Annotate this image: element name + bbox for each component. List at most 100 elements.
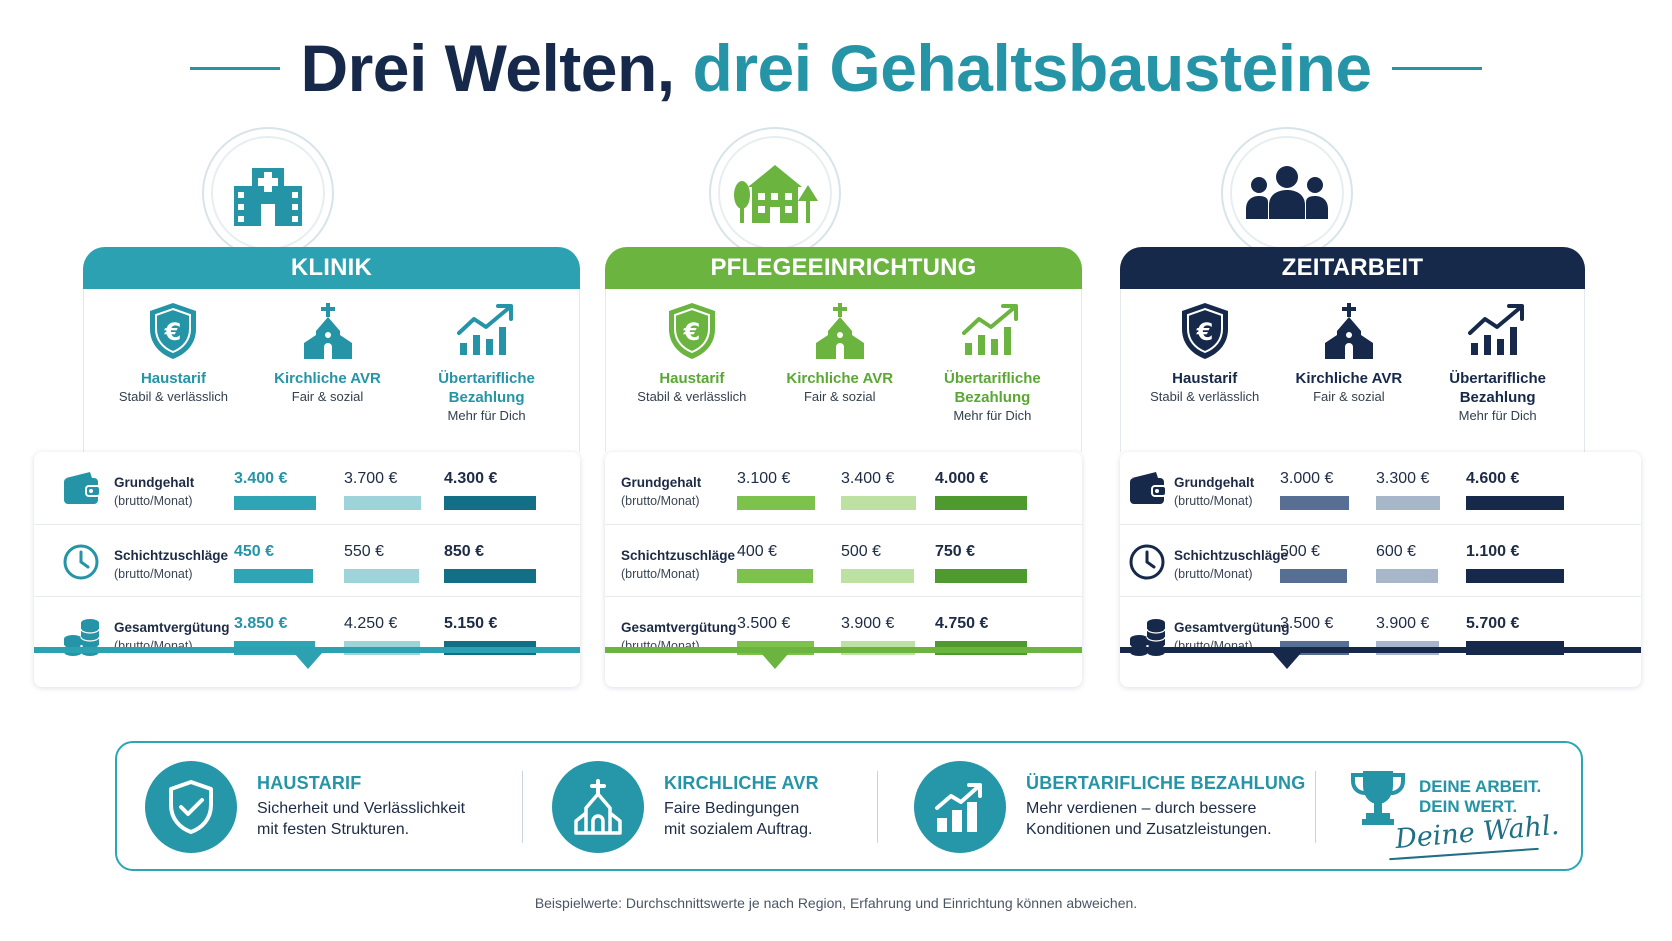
euro-shield-icon: € <box>1125 301 1285 369</box>
row-label-name: Grundgehalt <box>114 475 195 490</box>
value-cell: 4.300 € <box>444 470 498 487</box>
row-label: Grundgehalt (brutto/Monat) <box>1174 474 1254 510</box>
info-box: HAUSTARIF Sicherheit und Verlässlichkeit… <box>115 741 1583 871</box>
church-icon <box>760 301 920 369</box>
row-label-sub: (brutto/Monat) <box>621 567 700 581</box>
value-cell: 3.400 € <box>234 470 288 487</box>
growth-chart-icon <box>1418 301 1578 369</box>
row-label-name: Schichtzuschläge <box>1174 548 1289 563</box>
category-name: Kirchliche AVR <box>1295 370 1403 387</box>
coins-icon <box>1128 615 1168 662</box>
row-label-name: Gesamtvergütung <box>114 620 230 635</box>
value-bar <box>344 569 419 583</box>
table-row: Grundgehalt (brutto/Monat) 3.100 € 3.400 € 4… <box>605 452 1082 524</box>
panel-pointer <box>761 653 789 669</box>
euro-shield-icon: € <box>93 301 253 369</box>
row-label-sub: (brutto/Monat) <box>1174 567 1253 581</box>
value-cell: 500 € <box>841 543 882 560</box>
info-body-line-2: mit festen Strukturen. <box>257 821 410 838</box>
panel-pflegeeinrichtung: PFLEGEEINRICHTUNG € Haustarif Stabil & verl… <box>0 127 1672 687</box>
value-bar <box>1376 496 1440 510</box>
table-row: Schichtzuschläge (brutto/Monat) 400 € 500 €… <box>605 524 1082 596</box>
value-cell: 3.300 € <box>1376 470 1430 487</box>
category-row: € Haustarif Stabil & verlässlich Kirchliche… <box>1120 289 1585 452</box>
growth-chart-icon <box>407 301 567 369</box>
value-bar <box>737 496 815 510</box>
table-row: Grundgehalt (brutto/Monat) 3.400 € 3.700 € 4… <box>34 452 580 524</box>
category-sub: Stabil & verlässlich <box>637 389 747 404</box>
svg-text:€: € <box>683 318 701 346</box>
table-row: Schichtzuschläge (brutto/Monat) 450 € 550 €… <box>34 524 580 596</box>
panel-zeitarbeit: ZEITARBEIT € Haustarif Stabil & verlässlich… <box>0 127 1672 687</box>
value-cell: 4.000 € <box>935 470 989 487</box>
category-2: Kirchliche AVR Fair & sozial <box>760 301 920 406</box>
panel-header: KLINIK <box>83 247 580 289</box>
table-row: Schichtzuschläge (brutto/Monat) 500 € 600 €… <box>1120 524 1641 596</box>
value-bar <box>841 569 914 583</box>
panel-footer-line <box>1120 647 1641 653</box>
church-icon <box>1269 301 1429 369</box>
value-cell: 400 € <box>737 543 778 560</box>
category-3: Übertarifliche Bezahlung Mehr für Dich <box>912 301 1072 425</box>
table-row: Gesamtvergütung (brutto/Monat) 3.850 €4.25… <box>34 596 580 668</box>
value-cell: 3.500 € <box>737 615 791 632</box>
category-name: Übertarifliche Bezahlung <box>944 370 1041 406</box>
info-text: ÜBERTARIFLICHE BEZAHLUNG Mehr verdienen … <box>1026 773 1326 840</box>
value-cell: 3.850 € <box>234 615 288 632</box>
category-sub: Mehr für Dich <box>1458 408 1537 423</box>
title-line-left <box>190 66 281 70</box>
value-bar <box>737 569 813 583</box>
category-sub: Stabil & verlässlich <box>118 389 228 404</box>
wallet-icon <box>62 470 102 511</box>
value-cell: 850 € <box>444 543 485 560</box>
value-cell: 500 € <box>1280 543 1321 560</box>
row-label: Schichtzuschläge (brutto/Monat) <box>621 547 735 583</box>
row-label: Grundgehalt (brutto/Monat) <box>621 474 701 510</box>
title-line-right <box>1391 66 1482 70</box>
info-divider <box>522 771 523 843</box>
value-cell: 4.600 € <box>1466 470 1520 487</box>
category-name: Kirchliche AVR <box>786 370 894 387</box>
info-head: KIRCHLICHE AVR <box>664 773 819 793</box>
value-cell: 550 € <box>344 543 385 560</box>
row-label-name: Gesamtvergütung <box>621 620 737 635</box>
info-divider <box>877 771 878 843</box>
value-bar <box>935 569 1027 583</box>
title-part-2: drei Gehaltsbausteine <box>692 31 1373 105</box>
panel-header: ZEITARBEIT <box>1120 247 1585 289</box>
info-kirchliche-avr: KIRCHLICHE AVR Faire Bedingungen mit sozi… <box>552 761 882 855</box>
row-label-sub: (brutto/Monat) <box>621 494 700 508</box>
motto: DEINE ARBEIT. DEIN WERT. Deine Wahl. <box>1347 763 1567 861</box>
motto-text: DEINE ARBEIT. DEIN WERT. <box>1419 777 1541 817</box>
category-3: Übertarifliche Bezahlung Mehr für Dich <box>1418 301 1578 425</box>
people-group-icon <box>1230 136 1344 250</box>
table-row: Grundgehalt (brutto/Monat) 3.000 € 3.300 € 4… <box>1120 452 1641 524</box>
value-bar <box>841 496 916 510</box>
category-name: Haustarif <box>1172 370 1238 387</box>
value-cell: 3.100 € <box>737 470 791 487</box>
value-cell: 750 € <box>935 543 976 560</box>
category-2: Kirchliche AVR Fair & sozial <box>248 301 408 406</box>
category-name: Kirchliche AVR <box>274 370 381 387</box>
info-text: KIRCHLICHE AVR Faire Bedingungen mit sozi… <box>664 773 924 840</box>
info-haustarif: HAUSTARIF Sicherheit und Verlässlichkeit… <box>145 761 505 855</box>
value-cell: 4.750 € <box>935 615 989 632</box>
value-bar <box>1466 496 1564 510</box>
row-label-name: Schichtzuschläge <box>114 548 229 563</box>
category-sub: Fair & sozial <box>1313 389 1385 404</box>
row-label-sub: (brutto/Monat) <box>114 494 193 508</box>
row-label-name: Grundgehalt <box>621 475 702 490</box>
category-row: € Haustarif Stabil & verlässlich Kirchliche… <box>83 289 580 452</box>
shield-check-icon <box>145 761 237 853</box>
value-cell: 4.250 € <box>344 615 398 632</box>
category-1: € Haustarif Stabil & verlässlich <box>93 301 253 406</box>
value-cell: 600 € <box>1376 543 1417 560</box>
info-body-line-1: Faire Bedingungen <box>664 800 800 817</box>
category-name: Übertarifliche Bezahlung <box>1449 370 1546 406</box>
value-cell: 3.400 € <box>841 470 895 487</box>
category-name: Haustarif <box>140 370 206 387</box>
row-label: Grundgehalt (brutto/Monat) <box>114 474 194 510</box>
info-body-line-1: Mehr verdienen – durch bessere <box>1026 800 1257 817</box>
category-sub: Fair & sozial <box>291 389 364 404</box>
title-part-1: Drei Welten, <box>300 31 675 105</box>
